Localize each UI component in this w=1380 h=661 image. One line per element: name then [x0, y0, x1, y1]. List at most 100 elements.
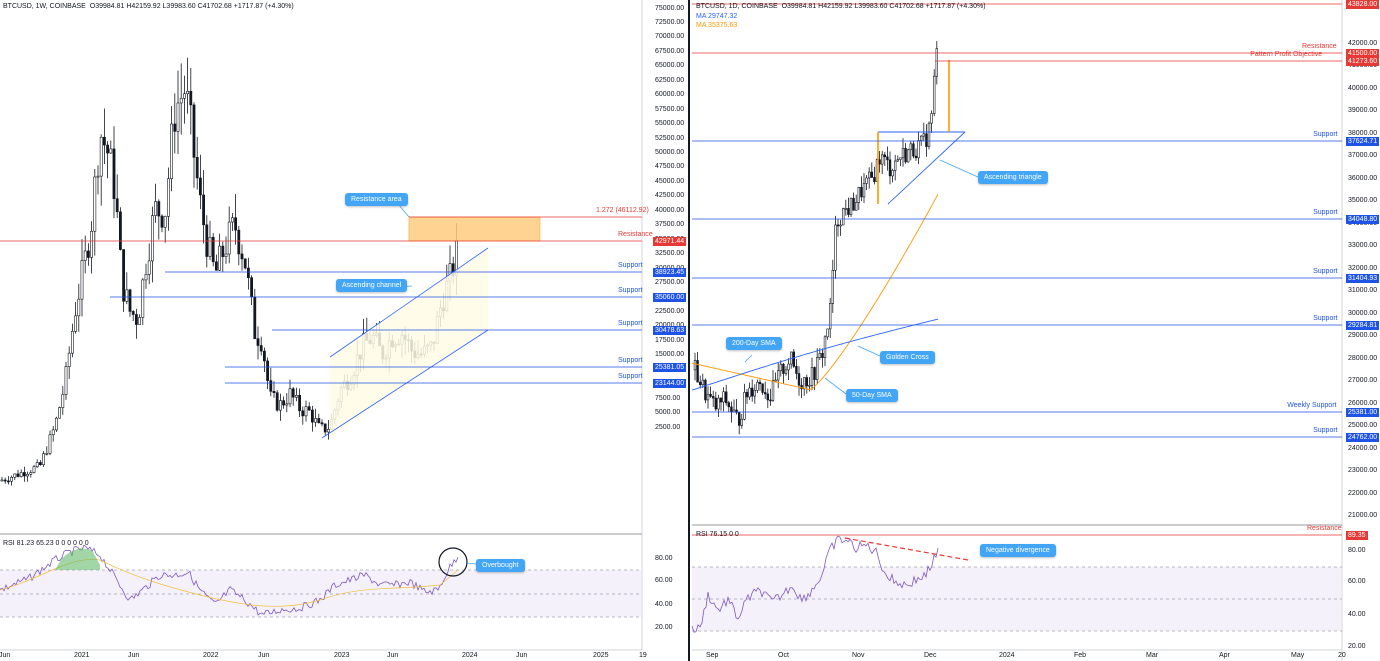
candle-body	[154, 201, 158, 216]
right-price-tick: 42000.00	[1348, 40, 1378, 47]
left-rsi-header: RSI 81.23 65.23 0 0 0 0 0 0	[3, 540, 89, 547]
callout-ascending-channel: Ascending channel	[336, 279, 408, 292]
candle-body	[167, 178, 170, 217]
left-time-tick: 2023	[334, 652, 350, 659]
right-time-tick: 20	[1338, 652, 1346, 659]
right-symbol: BTCUSD, 1D, COINBASE	[696, 3, 778, 10]
right-rsi-tick: 60.00	[1348, 578, 1366, 585]
candle-body	[891, 170, 894, 177]
candle-body	[74, 315, 78, 332]
left-level-label: Support	[618, 320, 643, 327]
right-level-label: Resistance	[1302, 0, 1337, 1]
candle-body	[813, 367, 816, 380]
candle-body	[32, 466, 36, 473]
candle-body	[748, 387, 751, 398]
candle-body	[849, 197, 853, 215]
left-level-label: Support	[618, 357, 643, 364]
ma-slow-legend: MA 29747.32	[696, 13, 738, 20]
candle-body	[802, 377, 806, 390]
left-time-tick: Jun	[258, 652, 270, 659]
candle-body	[860, 187, 863, 198]
candle-body	[218, 245, 222, 271]
candle-body	[176, 102, 180, 132]
candle-body	[234, 217, 238, 231]
candle-body	[266, 360, 270, 381]
candle-body	[787, 363, 790, 371]
candle-body	[878, 159, 881, 165]
rsi-resistance-label: Resistance	[1307, 525, 1342, 532]
left-time-tick: Jun	[516, 652, 528, 659]
channel-fill	[330, 248, 488, 437]
candle-body	[96, 175, 100, 178]
sma200-pointer	[744, 354, 753, 363]
candle-body	[301, 410, 305, 417]
candle-body	[862, 183, 866, 198]
right-price-tick: 36000.00	[1348, 174, 1378, 182]
left-time-tick: 2024	[462, 652, 478, 659]
candle-body	[71, 330, 74, 354]
candle-body	[26, 473, 30, 477]
candle-body	[792, 351, 796, 367]
candle-body	[131, 311, 135, 315]
candle-body	[904, 148, 907, 163]
channel-upper	[329, 247, 489, 358]
candle-body	[805, 377, 809, 387]
candle-body	[756, 381, 759, 391]
candle-body	[698, 381, 702, 386]
candle-body	[67, 352, 71, 367]
candle-body	[727, 402, 731, 408]
right-price-tick: 23000.00	[1348, 467, 1378, 475]
candle-body	[841, 208, 845, 226]
candle-body	[317, 418, 321, 424]
right-level-label: Support	[1313, 209, 1338, 216]
left-price-tick: 55000.00	[655, 120, 685, 128]
candle-body	[782, 363, 785, 374]
left-price-tick: 27500.00	[655, 279, 685, 287]
candle-body	[237, 229, 241, 255]
candle-body	[769, 399, 772, 402]
candle-body	[696, 360, 699, 383]
left-price-tick: 65000.00	[655, 62, 685, 70]
candle-body	[144, 274, 148, 281]
candle-body	[29, 472, 33, 475]
candle-body	[909, 143, 913, 151]
resistance-area-pointer	[397, 203, 410, 218]
candle-body	[847, 208, 850, 215]
candle-body	[831, 270, 835, 304]
right-price-tick: 39000.00	[1348, 107, 1378, 115]
left-price-tick: 72500.00	[655, 18, 685, 26]
candle-body	[183, 93, 186, 99]
right-symbol-header: BTCUSD, 1D, COINBASE O39984.81 H42159.92…	[696, 3, 986, 10]
candle-body	[99, 136, 103, 177]
candle-body	[250, 277, 254, 298]
candle-body	[42, 453, 46, 465]
candle-body	[823, 336, 827, 358]
candle-body	[784, 369, 788, 374]
right-time-tick: Oct	[778, 652, 789, 659]
right-price-tick: 31000.00	[1348, 287, 1378, 295]
callout-resistance-area: Resistance area	[345, 193, 408, 206]
right-price-tick: 37000.00	[1348, 152, 1378, 160]
left-price-tick: 70000.00	[655, 33, 685, 41]
candle-body	[753, 389, 757, 397]
candle-body	[737, 412, 741, 426]
candle-body	[808, 385, 811, 387]
candle-body	[227, 221, 231, 255]
right-level-badge: 37624.71	[1346, 137, 1380, 146]
right-time-tick: May	[1291, 652, 1305, 659]
candle-body	[61, 394, 65, 408]
candle-body	[128, 289, 132, 312]
candle-body	[810, 367, 814, 386]
left-price-tick: 67500.00	[655, 47, 685, 55]
candle-body	[930, 113, 933, 124]
candle-body	[839, 224, 842, 227]
candle-body	[3, 479, 7, 482]
callout-200-day-sma: 200-Day SMA	[726, 337, 782, 350]
candle-body	[77, 298, 81, 317]
candle-body	[119, 211, 122, 250]
left-price-tick: 42500.00	[655, 192, 685, 200]
candle-body	[779, 363, 783, 371]
left-time-tick: Jun	[0, 652, 11, 659]
left-price-tick: 37500.00	[655, 221, 685, 229]
